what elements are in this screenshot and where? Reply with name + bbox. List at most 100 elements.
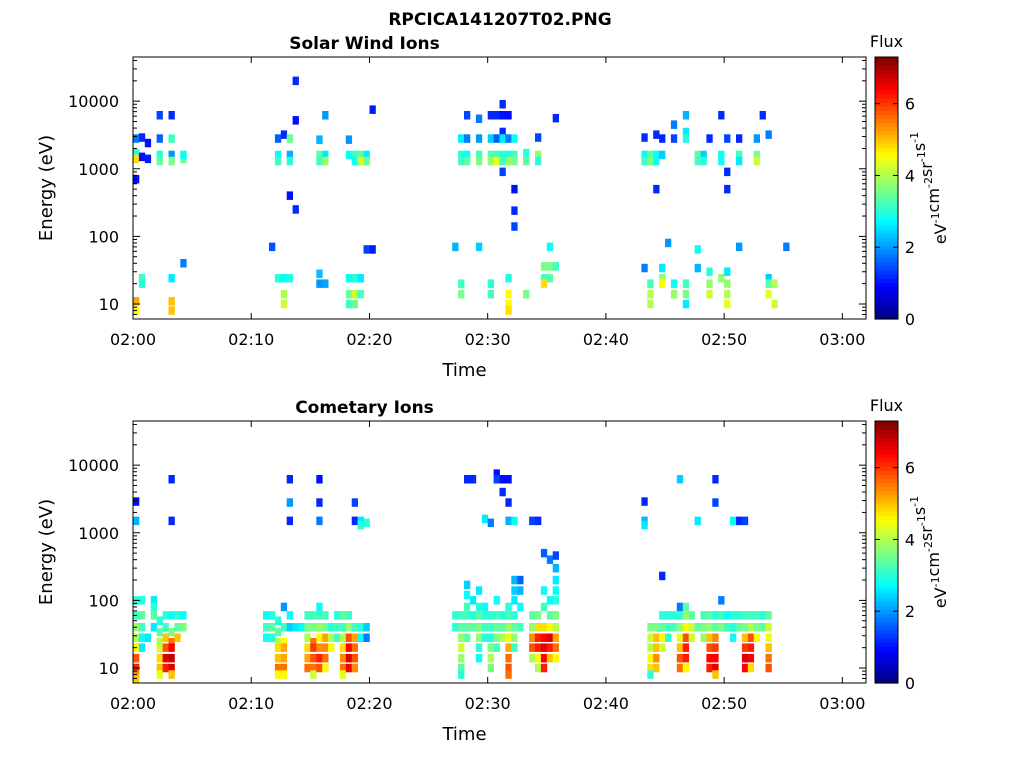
heatmap-cell <box>712 611 719 620</box>
heatmap-cell <box>168 516 175 526</box>
heatmap-cell <box>481 633 489 642</box>
heatmap-cell <box>339 633 347 642</box>
heatmap-cell <box>357 623 364 632</box>
heatmap-cell <box>653 623 660 632</box>
heatmap-cell <box>345 299 353 309</box>
heatmap-cell <box>730 611 737 620</box>
heatmap-cell <box>540 653 548 663</box>
heatmap-cell <box>540 663 548 673</box>
colorbar-segment <box>875 461 898 467</box>
heatmap-cell <box>464 475 471 484</box>
heatmap-cell <box>493 469 500 478</box>
colorbar-tick-label: 4 <box>905 166 915 185</box>
heatmap-cell <box>694 263 701 273</box>
heatmap-cell <box>316 643 323 652</box>
heatmap-cell <box>458 279 465 288</box>
heatmap-cell <box>753 156 760 166</box>
heatmap-cell <box>168 643 175 652</box>
colorbar-segment <box>875 564 898 569</box>
x-tick-label: 02:00 <box>110 694 156 713</box>
heatmap-cell <box>363 623 370 632</box>
heatmap-cell <box>682 111 690 120</box>
colorbar-segment <box>875 175 898 181</box>
heatmap-cell <box>475 586 483 595</box>
heatmap-cell <box>138 643 146 652</box>
heatmap-cell <box>511 633 518 642</box>
heatmap-cell <box>369 105 376 114</box>
heatmap-cell <box>328 633 335 642</box>
heatmap-cell <box>676 643 684 652</box>
colorbar-segment <box>875 97 898 103</box>
heatmap-cell <box>511 575 518 585</box>
heatmap-cell <box>546 274 554 283</box>
heatmap-cell <box>670 279 678 288</box>
heatmap-cell <box>741 516 749 526</box>
heatmap-cell <box>706 653 713 663</box>
heatmap-cell <box>481 611 489 620</box>
heatmap-cell <box>357 156 364 166</box>
heatmap-cell <box>724 134 731 143</box>
heatmap-cell <box>546 653 554 663</box>
heatmap-cell <box>487 653 494 663</box>
heatmap-cell <box>659 611 666 620</box>
heatmap-cell <box>730 633 737 642</box>
heatmap-cell <box>286 191 293 200</box>
heatmap-cell <box>363 156 370 166</box>
heatmap-cell <box>724 267 731 276</box>
colorbar-segment <box>875 678 898 684</box>
heatmap-cell <box>659 571 666 581</box>
heatmap-cell <box>475 114 483 123</box>
colorbar-segment <box>875 130 898 136</box>
heatmap-cell <box>269 633 276 642</box>
heatmap-cell <box>310 638 317 647</box>
heatmap-cell <box>505 633 512 642</box>
heatmap-cell <box>670 623 678 632</box>
heatmap-cell <box>535 653 542 663</box>
heatmap-cell <box>511 586 518 595</box>
colorbar-segment <box>875 147 898 152</box>
heatmap-cell <box>493 623 500 632</box>
heatmap-cell <box>712 623 719 632</box>
heatmap-cell <box>493 134 500 143</box>
heatmap-cell <box>168 653 175 663</box>
heatmap-cell <box>351 299 358 309</box>
heatmap-cell <box>369 245 376 254</box>
heatmap-cell <box>274 670 282 679</box>
colorbar-tick-label: 6 <box>905 459 915 478</box>
heatmap-cell <box>475 643 483 652</box>
heatmap-cell <box>747 653 755 663</box>
colorbar-segment <box>875 245 898 250</box>
heatmap-cell <box>653 150 660 160</box>
heatmap-cell <box>475 602 483 612</box>
heatmap-cell <box>357 289 364 299</box>
colorbar-segment <box>875 601 898 606</box>
heatmap-cell <box>499 633 506 642</box>
heatmap-cell <box>322 156 329 166</box>
heatmap-cell <box>156 638 163 647</box>
colorbar-segment <box>875 662 898 668</box>
heatmap-cell <box>274 627 282 637</box>
heatmap-cell <box>700 150 707 160</box>
heatmap-cell <box>274 156 282 166</box>
heatmap-cell <box>316 475 323 484</box>
colorbar-segment <box>875 592 898 598</box>
heatmap-cell <box>659 643 666 652</box>
heatmap-cell <box>736 150 743 160</box>
colorbar-tick-label: 6 <box>905 95 915 114</box>
colorbar-segment <box>875 290 898 296</box>
heatmap-cell <box>269 242 276 252</box>
heatmap-cell <box>144 154 152 164</box>
heatmap-cell <box>156 134 163 143</box>
colorbar-segment <box>875 515 898 520</box>
heatmap-cell <box>499 156 506 166</box>
heatmap-cell <box>138 279 146 288</box>
heatmap-cell <box>316 633 323 642</box>
y-tick-label: 1000 <box>78 524 119 543</box>
colorbar-segment <box>875 506 898 512</box>
heatmap-cell <box>511 156 518 166</box>
heatmap-cell <box>150 596 157 605</box>
heatmap-cell <box>535 643 542 652</box>
heatmap-cell <box>322 150 329 160</box>
colorbar-segment <box>875 122 898 128</box>
heatmap-cell <box>546 262 554 271</box>
